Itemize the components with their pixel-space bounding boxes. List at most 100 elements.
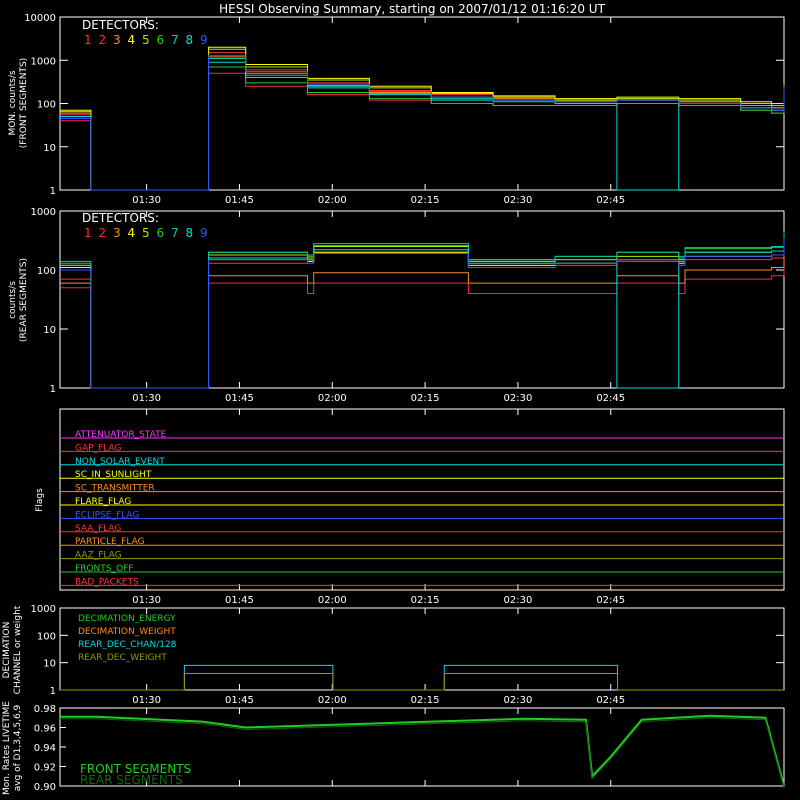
- decimation-y-tick-label: 100: [37, 631, 56, 642]
- figure-title: HESSI Observing Summary, starting on 200…: [219, 2, 605, 16]
- decimation-x-tick-label: 02:00: [318, 695, 347, 706]
- flag-label-saa-flag: SAA_FLAG: [75, 524, 121, 534]
- rear-series-detector-9: [60, 237, 785, 389]
- rear-legend-item-6: 6: [157, 226, 165, 240]
- front-legend-item-7: 7: [171, 33, 179, 47]
- livetime-panel: 0.90 0.92 0.94 0.96 0.98 Mon. Rates LIVETIME a…: [2, 701, 785, 795]
- rear-y-tick-label: 100: [37, 266, 56, 277]
- rear-axes-frame: [59, 210, 785, 389]
- decimation-series-rear-dec-weight: [60, 673, 784, 691]
- rear-x-tick-label: 02:00: [318, 393, 347, 404]
- flag-label-sc-transmitter: SC_TRANSMITTER: [75, 484, 155, 494]
- flag-label-gap-flag: GAP_FLAG: [75, 443, 121, 453]
- front-y-tick-label: 1000: [31, 56, 56, 67]
- rear-x-tick-label: 02:45: [596, 393, 625, 404]
- front-panel: 01:30 01:45 02:00 02:15 02:30 02:45 1 10 100 1000…: [8, 13, 785, 206]
- front-legend-item-4: 4: [128, 33, 136, 47]
- rear-x-tick-label: 02:15: [411, 393, 440, 404]
- rear-legend-item-3: 3: [113, 226, 121, 240]
- livetime-legend-item: FRONT SEGMENTS: [80, 762, 191, 776]
- livetime-y-tick-label: 0.92: [34, 763, 56, 774]
- flag-label-flare-flag: FLARE_FLAG: [75, 497, 131, 507]
- rear-y-tick-label: 10: [43, 325, 56, 336]
- flag-label-fronts-off: FRONTS_OFF: [75, 564, 133, 574]
- panels: 01:30 01:45 02:00 02:15 02:30 02:451101001000…: [2, 13, 785, 795]
- flag-label-non-solar-event: NON_SOLAR_EVENT: [75, 457, 165, 467]
- decimation-legend-item: DECIMATION_WEIGHT: [78, 627, 176, 637]
- rear-legend-item-5: 5: [142, 226, 150, 240]
- decimation-y-tick-label: 10: [43, 659, 56, 670]
- decimation-x-tick-label: 01:45: [225, 695, 254, 706]
- flag-label-attenuator-state: ATTENUATOR_STATE: [75, 430, 167, 440]
- decimation-x-tick-label: 01:30: [132, 695, 161, 706]
- rear-x-tick-label: 01:30: [132, 393, 161, 404]
- rear-y-label: (REAR SEGMENTS): [19, 258, 29, 342]
- front-x-tick-label: 02:15: [411, 195, 440, 206]
- livetime-y-tick-label: 0.94: [34, 743, 56, 754]
- front-legend-title: DETECTORS:: [82, 18, 159, 32]
- front-legend-item-1: 1: [84, 33, 92, 47]
- front-legend-item-8: 8: [186, 33, 194, 47]
- rear-y-label: counts/s: [8, 281, 18, 319]
- front-series-detector-9: [60, 54, 785, 191]
- livetime-y-label: avg of D1,3,4,5,6,9: [13, 704, 23, 791]
- decimation-y-tick-label: 1000: [31, 604, 56, 615]
- decimation-legend-item: REAR_DEC_WEIGHT: [78, 653, 167, 663]
- decimation-y-label: CHANNEL or weight: [13, 605, 23, 694]
- rear-legend-item-9: 9: [200, 226, 208, 240]
- rear-legend-item-2: 2: [99, 226, 107, 240]
- front-x-tick-label: 02:45: [596, 195, 625, 206]
- flags-x-tick-label: 01:30: [132, 595, 161, 606]
- front-legend-item-3: 3: [113, 33, 121, 47]
- flags-x-tick-label: 02:15: [411, 595, 440, 606]
- flags-axes-frame: [59, 408, 785, 591]
- front-legend-item-2: 2: [99, 33, 107, 47]
- decimation-y-label: DECIMATION: [2, 622, 12, 679]
- rear-legend-item-7: 7: [171, 226, 179, 240]
- decimation-y-tick-label: 1: [50, 686, 56, 697]
- rear-legend-item-8: 8: [186, 226, 194, 240]
- livetime-y-label: Mon. Rates LIVETIME: [2, 701, 12, 795]
- decimation-legend-item: DECIMATION_ENERGY: [78, 614, 176, 624]
- livetime-y-tick-label: 0.96: [34, 724, 56, 735]
- front-y-tick-label: 1: [50, 186, 56, 197]
- livetime-y-tick-label: 0.90: [34, 782, 56, 793]
- flags-x-tick-label: 02:30: [504, 595, 533, 606]
- livetime-series-front: [60, 714, 785, 787]
- rear-legend-item-4: 4: [128, 226, 136, 240]
- front-legend-item-5: 5: [142, 33, 150, 47]
- livetime-legend-item: REAR SEGMENTS: [80, 773, 183, 787]
- rear-panel: 01:30 01:45 02:00 02:15 02:30 02:45 1 10 100 1000…: [8, 207, 785, 404]
- flag-label-eclipse-flag: ECLIPSE_FLAG: [75, 510, 139, 520]
- flags-x-tick-label: 02:45: [596, 595, 625, 606]
- decimation-legend-item: REAR_DEC_CHAN/128: [78, 640, 177, 650]
- front-y-label: (FRONT SEGMENTS): [19, 58, 29, 148]
- rear-x-tick-label: 02:30: [504, 393, 533, 404]
- rear-y-tick-label: 1: [50, 384, 56, 395]
- decimation-x-tick-label: 02:15: [411, 695, 440, 706]
- livetime-series-rear: [60, 717, 785, 789]
- front-y-tick-label: 10000: [24, 13, 56, 24]
- flag-label-sc-in-sunlight: SC_IN_SUNLIGHT: [75, 470, 152, 480]
- front-y-tick-label: 10: [43, 143, 56, 154]
- flag-label-particle-flag: PARTICLE_FLAG: [75, 537, 145, 547]
- rear-x-tick-label: 01:45: [225, 393, 254, 404]
- flags-x-tick-label: 02:00: [318, 595, 347, 606]
- rear-legend-title: DETECTORS:: [82, 211, 159, 225]
- decimation-x-tick-label: 02:30: [504, 695, 533, 706]
- decimation-x-tick-label: 02:45: [596, 695, 625, 706]
- flag-label-bad-packets: BAD_PACKETS: [75, 577, 139, 587]
- flags-x-tick-label: 01:45: [225, 595, 254, 606]
- flags-y-label: Flags: [35, 488, 45, 512]
- decimation-panel: 01:30 01:45 02:00 02:15 02:30 02:45 1 10 100 1000…: [2, 604, 785, 706]
- front-y-tick-label: 100: [37, 100, 56, 111]
- front-legend-item-6: 6: [157, 33, 165, 47]
- flag-label-aaz-flag: AAZ_FLAG: [75, 551, 122, 561]
- front-x-tick-label: 02:30: [504, 195, 533, 206]
- rear-y-tick-label: 1000: [31, 207, 56, 218]
- front-x-tick-label: 02:00: [318, 195, 347, 206]
- flags-panel: 01:30 01:45 02:00 02:15 02:30 02:45 Flags ATTEN…: [35, 408, 785, 606]
- livetime-y-tick-label: 0.98: [34, 704, 56, 715]
